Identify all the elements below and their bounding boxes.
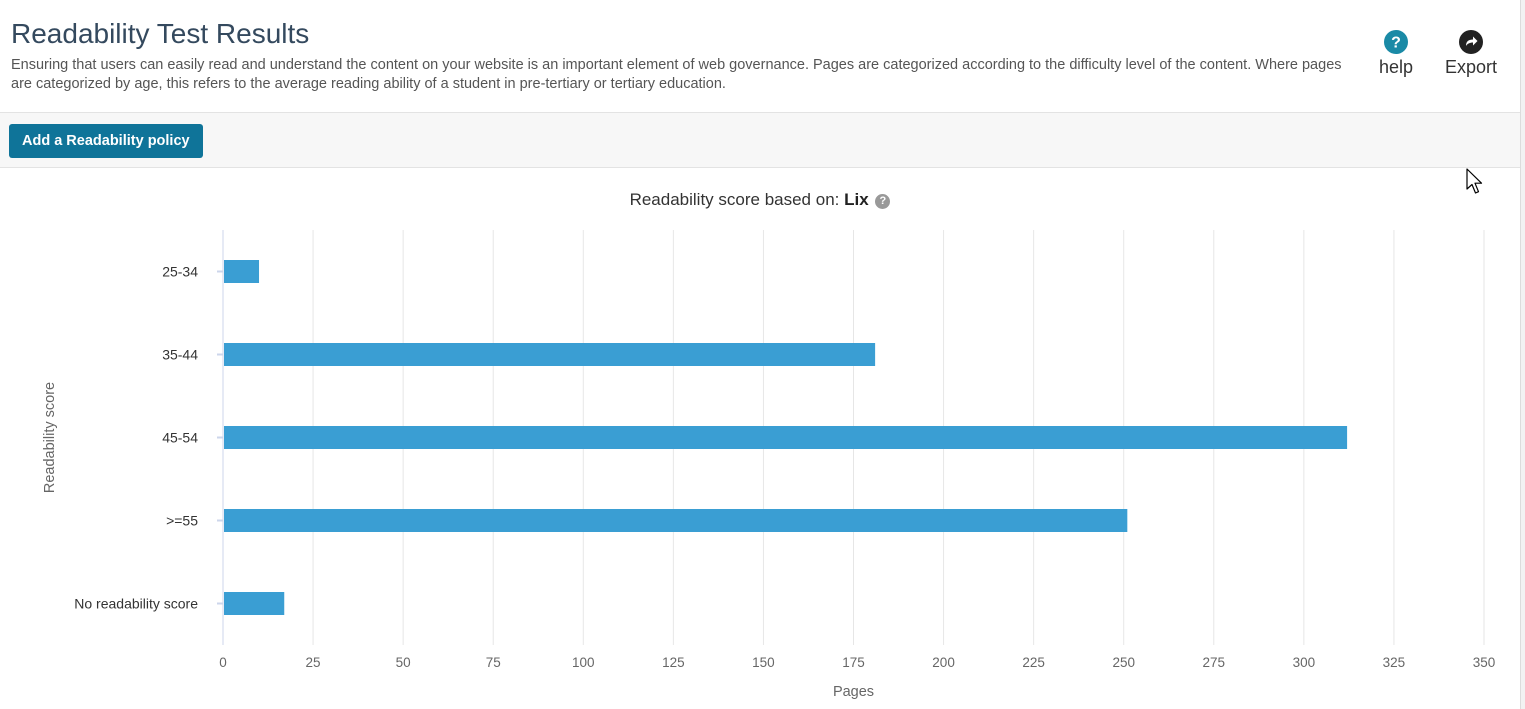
x-tick-label: 200 — [932, 655, 955, 670]
bar[interactable] — [224, 509, 1128, 532]
x-tick-label: 150 — [752, 655, 775, 670]
x-tick-label: 175 — [842, 655, 865, 670]
x-tick-label: 350 — [1473, 655, 1496, 670]
chart-caption: Readability score based on: Lix ? — [0, 190, 1520, 210]
export-button[interactable]: Export — [1440, 30, 1502, 78]
y-tick-label: No readability score — [74, 596, 198, 612]
chart-caption-prefix: Readability score based on: — [629, 190, 845, 209]
bar[interactable] — [224, 592, 285, 615]
bar[interactable] — [224, 260, 260, 283]
page-title: Readability Test Results — [11, 18, 310, 49]
x-tick-label: 25 — [306, 655, 321, 670]
x-tick-label: 100 — [572, 655, 595, 670]
metric-help-icon[interactable]: ? — [875, 194, 891, 209]
x-tick-label: 325 — [1383, 655, 1406, 670]
toolbar: Add a Readability policy — [0, 113, 1520, 168]
share-arrow-icon — [1459, 30, 1483, 54]
scrollbar[interactable] — [1520, 0, 1525, 709]
bar[interactable] — [224, 343, 876, 366]
add-readability-policy-button[interactable]: Add a Readability policy — [9, 124, 203, 158]
question-circle-icon: ? — [1384, 30, 1408, 54]
y-tick-label: 45-54 — [162, 430, 198, 446]
chart-caption-metric: Lix — [844, 190, 869, 209]
chart-plot: 0 25 50 75 100 125 150 175 200 225 250 275 300 325 350… — [42, 230, 1496, 700]
y-tick-label: >=55 — [166, 513, 198, 529]
readability-chart: Readability score based on: Lix ? 0 25 50 7… — [0, 168, 1520, 709]
page-description: Ensuring that users can easily read and … — [11, 57, 1342, 92]
svg-text:?: ? — [1391, 35, 1401, 52]
x-tick-label: 250 — [1112, 655, 1135, 670]
x-tick-label: 300 — [1293, 655, 1316, 670]
x-tick-label: 0 — [219, 655, 227, 670]
y-tick-label: 35-44 — [162, 347, 198, 363]
x-tick-label: 225 — [1022, 655, 1045, 670]
x-tick-label: 125 — [662, 655, 685, 670]
x-tick-label: 275 — [1203, 655, 1226, 670]
page-header: Readability Test Results Ensuring that u… — [0, 0, 1520, 113]
mouse-cursor-icon — [1466, 168, 1483, 194]
y-tick-label: 25-34 — [162, 264, 198, 280]
help-label: help — [1378, 57, 1414, 77]
help-button[interactable]: ? help — [1376, 30, 1416, 78]
y-axis-title: Readability score — [42, 382, 58, 493]
x-tick-label: 50 — [396, 655, 411, 670]
bar[interactable] — [224, 426, 1348, 449]
export-label: Export — [1444, 57, 1498, 77]
x-tick-label: 75 — [486, 655, 501, 670]
x-axis-title: Pages — [833, 684, 874, 700]
